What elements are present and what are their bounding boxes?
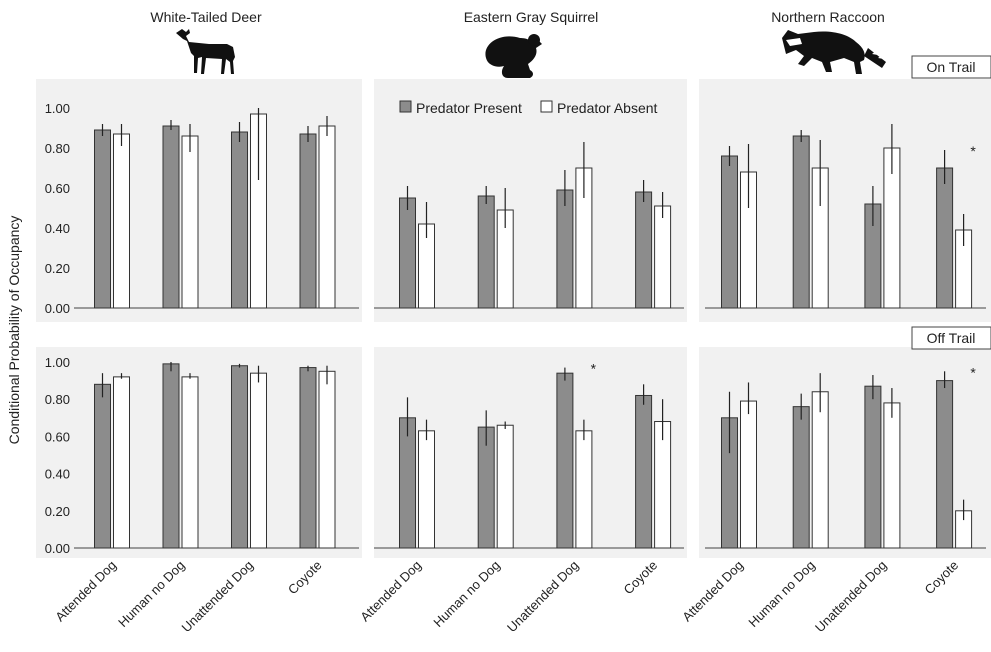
species-title-squirrel: Eastern Gray Squirrel [464,9,599,25]
y-tick-label: 0.80 [45,392,70,407]
bar-absent-2 [181,376,199,549]
panel-off-trail-1: 0.00 0.20 0.40 0.60 0.80 1.00 Attended DogHuma… [36,347,362,635]
category-label: Attended Dog [679,558,746,625]
bar-absent-1 [113,376,130,549]
bar-absent-2 [811,391,829,549]
bar-present-3 [231,365,248,549]
bar-present-1 [721,155,738,309]
bar-absent-1 [113,133,130,309]
panels-group: 0.00 0.20 0.40 0.60 0.80 1.00 * 0.00 0.20 0.40 0.6… [36,79,991,635]
category-label: Unattended Dog [812,558,890,636]
species-title-deer: White-Tailed Deer [150,9,262,25]
y-tick-label: 0.00 [45,301,70,316]
species-title-raccoon: Northern Raccoon [771,9,885,25]
y-tick-label: 0.20 [45,504,70,519]
y-tick-label: 0.60 [45,429,70,444]
legend-label-absent: Predator Absent [557,100,658,116]
bar-present-2 [477,195,495,309]
y-tick-label: 1.00 [45,355,70,370]
panel-on-trail-2 [374,79,687,322]
bar-absent-1 [740,400,757,549]
bar-present-4 [936,380,954,549]
bar-absent-2 [181,135,199,309]
raccoon-icon [782,30,886,74]
on-trail-box: On Trail [911,55,991,79]
category-label: Human no Dog [745,558,817,630]
deer-icon [176,29,235,74]
bar-absent-2 [496,424,514,549]
bar-present-4 [635,191,653,309]
category-label: Coyote [620,558,660,598]
bar-present-2 [162,125,180,309]
category-label: Attended Dog [52,558,119,625]
category-label: Attended Dog [357,558,424,625]
category-label: Human no Dog [430,558,502,630]
panel-on-trail-3: * [699,79,991,322]
legend: Predator Present Predator Absent [399,100,658,116]
significance-marker: * [970,143,976,159]
bar-present-4 [936,167,954,309]
bar-present-3 [556,372,574,549]
bar-present-4 [299,367,317,549]
legend-swatch-present [399,100,412,113]
significance-marker: * [970,364,976,380]
bar-present-3 [556,189,574,309]
bar-absent-3 [575,430,593,549]
squirrel-icon [485,34,542,78]
panel-on-trail-1: 0.00 0.20 0.40 0.60 0.80 1.00 [36,79,362,322]
on-trail-label: On Trail [926,59,975,75]
off-trail-box: Off Trail [911,326,991,350]
bar-present-2 [162,363,180,549]
y-tick-label: 0.80 [45,141,70,156]
panel-off-trail-2: Attended Dog Human no Dog * Unattended Dog C… [357,347,687,635]
bar-present-4 [299,133,317,309]
category-label: Coyote [285,558,325,598]
bar-present-2 [792,135,810,309]
bar-absent-4 [318,125,336,309]
bar-present-1 [399,417,416,549]
bar-absent-1 [418,430,435,549]
category-label: Human no Dog [115,558,187,630]
off-trail-label: Off Trail [927,330,976,346]
significance-marker: * [591,361,597,377]
bar-absent-4 [654,205,672,309]
y-tick-label: 0.40 [45,221,70,236]
bar-present-4 [635,394,653,549]
bar-present-1 [94,383,111,549]
bar-absent-3 [250,372,267,549]
y-tick-label: 1.00 [45,101,70,116]
bar-present-3 [864,385,882,549]
y-tick-label: 0.60 [45,181,70,196]
legend-label-present: Predator Present [416,100,522,116]
y-tick-label: 0.20 [45,261,70,276]
y-tick-label: 0.40 [45,467,70,482]
category-label: Unattended Dog [504,558,582,636]
bar-absent-4 [654,421,672,549]
bar-present-1 [399,197,416,309]
bar-present-3 [231,131,248,309]
legend-swatch-absent [540,100,553,113]
bar-absent-4 [318,370,336,549]
bar-present-2 [792,406,810,549]
category-label: Coyote [921,558,961,598]
bar-present-1 [94,129,111,309]
y-tick-label: 0.00 [45,541,70,556]
y-axis-label: Conditional Probability of Occupancy [6,216,22,445]
bar-absent-3 [883,402,901,549]
category-label: Unattended Dog [179,558,257,636]
